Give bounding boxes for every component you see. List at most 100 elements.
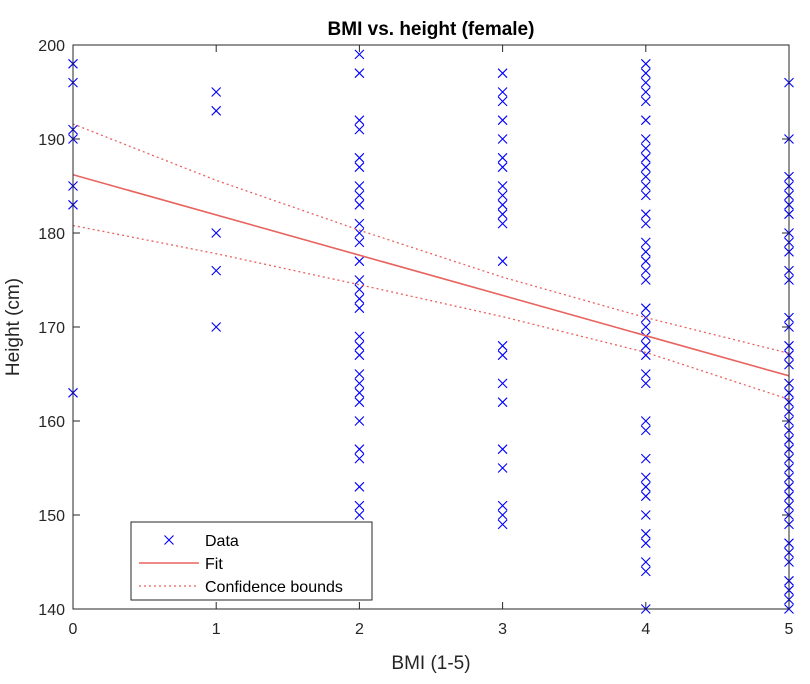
chart-title: BMI vs. height (female): [328, 19, 535, 40]
data-point: [354, 350, 365, 361]
x-tick-label: 0: [69, 621, 78, 638]
axes: 0 1 2 3 4 5 140 150 160 170 180 190 200: [38, 38, 793, 638]
data-point: [211, 228, 222, 238]
fit-line: [73, 173, 789, 377]
data-point: [640, 143, 651, 154]
y-tick-label: 190: [38, 132, 65, 149]
data-point: [497, 510, 508, 520]
data-point: [354, 510, 365, 520]
data-point: [640, 275, 651, 285]
data-point: [640, 218, 651, 229]
data-point: [211, 322, 222, 332]
data-point: [497, 115, 508, 126]
data-point: [497, 190, 508, 201]
data-point: [640, 322, 651, 332]
data-point: [354, 500, 365, 511]
data-point: [354, 190, 365, 201]
data-point: [497, 209, 508, 220]
data-point: [640, 237, 651, 248]
data-point: [354, 416, 365, 426]
data-point: [354, 124, 365, 135]
data-point: [640, 378, 651, 389]
data-point: [354, 387, 365, 398]
data-point: [640, 340, 651, 351]
data-point: [497, 87, 508, 97]
data-point: [640, 134, 651, 144]
data-point: [354, 444, 365, 455]
data-point: [354, 453, 365, 464]
data-point: [354, 293, 365, 304]
data-point: [354, 49, 365, 60]
data-point: [640, 96, 651, 107]
data-point: [354, 340, 365, 351]
data-point: [640, 453, 651, 464]
data-point: [640, 190, 651, 201]
data-point: [640, 491, 651, 502]
data-point: [640, 181, 651, 191]
data-point: [640, 416, 651, 426]
data-point: [640, 152, 651, 163]
data-point: [640, 510, 651, 520]
data-point: [640, 68, 651, 79]
data-point: [497, 199, 508, 210]
data-point: [497, 463, 508, 473]
data-point: [640, 303, 651, 314]
data-point: [354, 256, 365, 267]
data-point: [354, 218, 365, 229]
data-point: [354, 237, 365, 248]
data-point: [640, 566, 651, 577]
data-point: [354, 331, 365, 342]
y-axis-title: Height (cm): [3, 278, 24, 376]
data-point: [497, 134, 508, 144]
data-point: [211, 87, 222, 97]
data-point: [354, 199, 365, 210]
data-point: [497, 519, 508, 530]
data-point: [640, 162, 651, 173]
data-point: [354, 481, 365, 492]
y-tick-label: 150: [38, 508, 65, 525]
data-point: [497, 350, 508, 361]
data-point: [640, 115, 651, 126]
data-point: [497, 152, 508, 163]
data-point: [640, 265, 651, 276]
y-tick-label: 170: [38, 320, 65, 337]
x-tick-label: 3: [498, 621, 507, 638]
data-point: [211, 265, 222, 276]
y-tick-label: 200: [38, 38, 65, 55]
data-point: [640, 528, 651, 539]
data-point: [354, 369, 365, 379]
data-point: [497, 340, 508, 351]
data-point: [354, 275, 365, 285]
data-point: [640, 87, 651, 97]
legend-box: [130, 521, 373, 601]
x-axis-title: BMI (1-5): [391, 653, 470, 674]
data-point: [497, 162, 508, 173]
y-tick-label: 180: [38, 226, 65, 243]
legend-label: Data: [205, 533, 239, 550]
data-point: [354, 162, 365, 173]
x-tick-label: 1: [212, 621, 221, 638]
data-point: [354, 152, 365, 163]
data-point: [640, 256, 651, 267]
data-point: [640, 209, 651, 220]
data-point: [640, 538, 651, 549]
x-tick-label: 5: [785, 621, 794, 638]
data-point: [497, 444, 508, 455]
legend-label: Confidence bounds: [205, 579, 343, 596]
data-point: [497, 96, 508, 107]
data-point: [354, 228, 365, 238]
data-point: [497, 397, 508, 408]
data-point: [354, 303, 365, 314]
data-point: [497, 378, 508, 389]
data-point: [640, 557, 651, 567]
x-tick-label: 4: [641, 621, 650, 638]
data-point: [640, 171, 651, 182]
data-point: [497, 500, 508, 511]
data-point: [640, 58, 651, 69]
y-tick-label: 160: [38, 414, 65, 431]
data-point: [354, 378, 365, 389]
data-point: [640, 369, 651, 379]
data-point: [211, 105, 222, 116]
